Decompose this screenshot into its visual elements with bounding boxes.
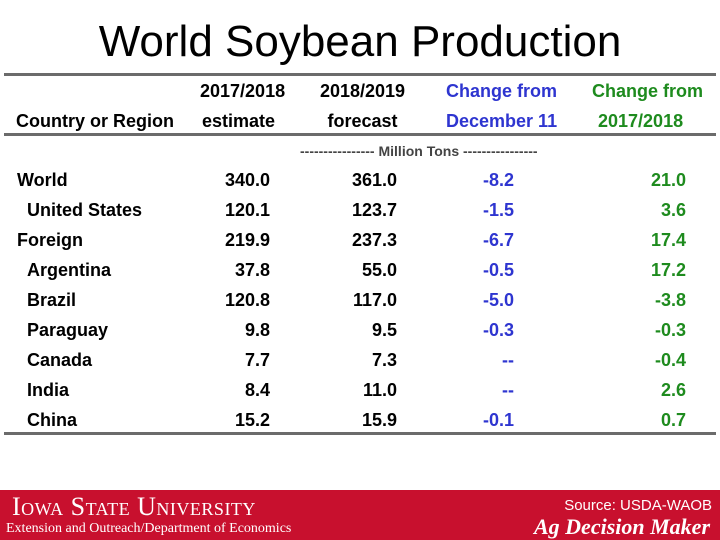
cell-2018-2019: 15.9 — [361, 410, 397, 430]
cell-2017-2018: 340.0 — [224, 170, 270, 190]
cell-change-dec: -- — [502, 350, 514, 370]
cell-2017-2018: 15.2 — [234, 410, 270, 430]
row-label: United States — [27, 200, 143, 220]
cell-change-dec: -- — [502, 380, 514, 400]
cell-change-dec: -0.5 — [482, 260, 514, 280]
cell-change-prev: 3.6 — [660, 200, 686, 220]
row-label: Paraguay — [27, 320, 109, 340]
header-2017-2018: 2017/2018 — [200, 81, 286, 101]
department-text: Extension and Outreach/Department of Eco… — [6, 521, 292, 536]
cell-change-prev: 0.7 — [660, 410, 686, 430]
cell-2017-2018: 9.8 — [244, 320, 270, 340]
header-2018-2019: 2018/2019 — [319, 81, 406, 101]
row-label: Foreign — [17, 230, 83, 250]
isu-logo: Iowa State University — [12, 492, 256, 521]
cell-2017-2018: 7.7 — [244, 350, 270, 370]
cell-2018-2019: 123.7 — [351, 200, 397, 220]
cell-2017-2018: 219.9 — [224, 230, 270, 250]
row-label: Argentina — [27, 260, 112, 280]
row-label: Canada — [27, 350, 93, 370]
source-text: Source: USDA-WAOB — [564, 497, 712, 514]
footer-bar — [0, 490, 720, 540]
header-december-11: December 11 — [446, 111, 558, 131]
cell-change-prev: -0.3 — [654, 320, 686, 340]
row-label: China — [27, 410, 78, 430]
cell-change-prev: -0.4 — [654, 350, 686, 370]
cell-2017-2018: 8.4 — [244, 380, 270, 400]
header-estimate: estimate — [202, 111, 276, 131]
cell-change-prev: -3.8 — [654, 290, 686, 310]
header-country-or-region: Country or Region — [16, 111, 174, 131]
cell-2017-2018: 37.8 — [234, 260, 270, 280]
ag-decision-maker-logo: Ag Decision Maker — [534, 514, 710, 539]
header-forecast: forecast — [327, 111, 398, 131]
header-change-from-dec: Change from — [446, 81, 558, 101]
cell-2018-2019: 9.5 — [371, 320, 397, 340]
page-title: World Soybean Production — [98, 17, 622, 66]
units-note: ---------------- Million Tons ----------… — [300, 143, 538, 159]
cell-2017-2018: 120.8 — [224, 290, 270, 310]
cell-2018-2019: 7.3 — [371, 350, 397, 370]
cell-2018-2019: 361.0 — [351, 170, 397, 190]
cell-2018-2019: 237.3 — [351, 230, 397, 250]
cell-2018-2019: 117.0 — [352, 290, 397, 310]
cell-change-prev: 21.0 — [650, 170, 686, 190]
table-bottom-rule — [4, 432, 716, 435]
cell-change-prev: 2.6 — [660, 380, 686, 400]
row-label: World — [17, 170, 68, 190]
cell-2018-2019: 55.0 — [361, 260, 397, 280]
cell-change-dec: -1.5 — [482, 200, 514, 220]
cell-change-prev: 17.4 — [650, 230, 686, 250]
row-label: Brazil — [27, 290, 77, 310]
cell-2018-2019: 11.0 — [362, 380, 397, 400]
table-header-rule — [4, 133, 716, 136]
header-change-from-prev: Change from — [592, 81, 704, 101]
cell-change-dec: -0.1 — [482, 410, 514, 430]
cell-change-dec: -0.3 — [482, 320, 514, 340]
cell-change-prev: 17.2 — [650, 260, 686, 280]
header-2017-2018-change: 2017/2018 — [598, 111, 684, 131]
cell-2017-2018: 120.1 — [224, 200, 270, 220]
cell-change-dec: -6.7 — [482, 230, 514, 250]
cell-change-dec: -5.0 — [482, 290, 514, 310]
row-label: India — [27, 380, 70, 400]
cell-change-dec: -8.2 — [482, 170, 514, 190]
table-top-rule — [4, 73, 716, 76]
